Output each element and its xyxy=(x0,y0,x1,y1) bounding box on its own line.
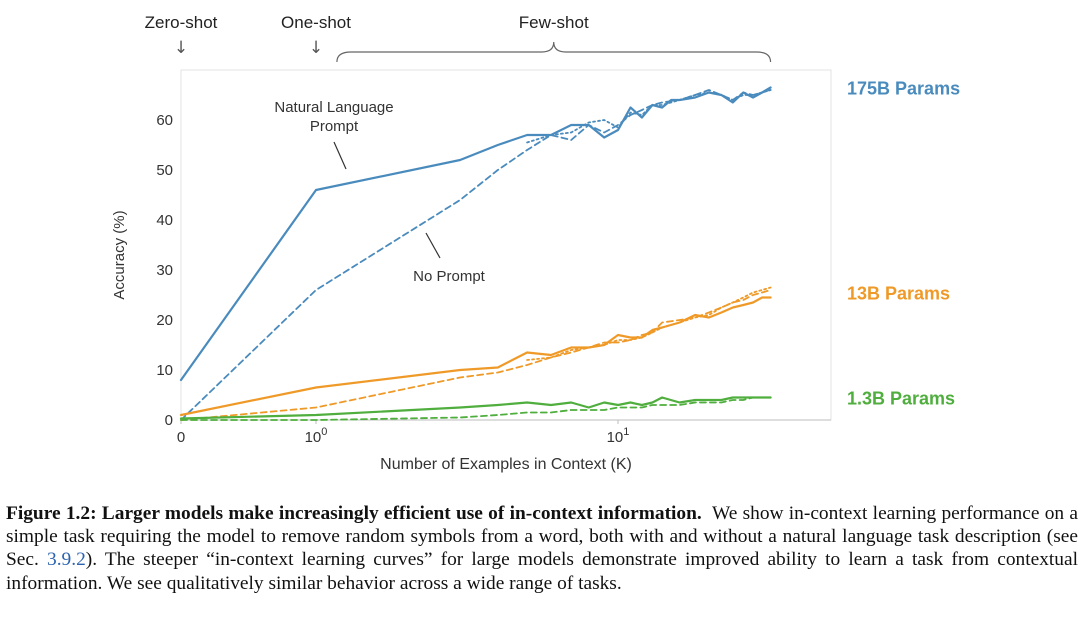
series-line-1-3b-params-dashed xyxy=(180,396,772,421)
y-tick-label: 0 xyxy=(165,412,173,429)
x-axis-label: Number of Examples in Context (K) xyxy=(380,456,632,473)
series-line-13b-params-dotted xyxy=(526,286,772,361)
series-label: 13B Params xyxy=(847,284,950,304)
chart-svg: 0 10 20 30 40 50 60 0 100 101 Number of Examples i… xyxy=(111,13,960,473)
y-tick-label: 20 xyxy=(156,312,173,329)
caption-label: Figure 1.2: Larger models make increasin… xyxy=(6,503,702,524)
x-tick-label: 101 xyxy=(607,426,630,446)
annotation-nl: Prompt xyxy=(310,118,359,135)
series-label: 1.3B Params xyxy=(847,389,955,409)
few-shot-brace xyxy=(336,41,772,63)
caption-text-end: ). The steeper “in-context learning curv… xyxy=(6,549,1078,594)
annotation-pointer xyxy=(425,232,441,259)
regime-label-one-shot: One-shot xyxy=(281,13,351,32)
series-line-175b-params-solid xyxy=(179,86,772,382)
series-line-13b-params-solid xyxy=(179,296,772,417)
regime-label-zero-shot: Zero-shot xyxy=(145,13,218,32)
series-line-175b-params-dotted xyxy=(526,89,772,144)
figure-caption: Figure 1.2: Larger models make increasin… xyxy=(6,502,1078,595)
down-arrow-icon: ↓ xyxy=(174,38,188,58)
annotation-pointer xyxy=(333,141,347,170)
y-axis-label: Accuracy (%) xyxy=(111,210,128,299)
regime-label-few-shot: Few-shot xyxy=(519,13,589,32)
caption-text: We show in-context learning performance … xyxy=(6,503,1078,571)
plot-frame xyxy=(180,69,832,421)
series-line-13b-params-dashed xyxy=(180,289,772,421)
series-label: 175B Params xyxy=(847,79,960,99)
x-tick-label: 100 xyxy=(305,426,328,446)
y-tick-label: 10 xyxy=(156,362,173,379)
y-tick-label: 40 xyxy=(156,212,173,229)
down-arrow-icon: ↓ xyxy=(309,38,323,58)
y-tick-label: 60 xyxy=(156,112,173,129)
y-tick-label: 50 xyxy=(156,162,173,179)
y-tick-label: 30 xyxy=(156,262,173,279)
section-reference-link[interactable]: 3.9.2 xyxy=(47,549,86,571)
annotation-np: No Prompt xyxy=(413,268,486,285)
series-line-1-3b-params-solid xyxy=(179,396,772,420)
annotation-nl: Natural Language xyxy=(274,99,393,116)
chart-figure: 0 10 20 30 40 50 60 0 100 101 Number of Examples i… xyxy=(111,13,960,473)
x-tick-label: 0 xyxy=(177,429,185,446)
